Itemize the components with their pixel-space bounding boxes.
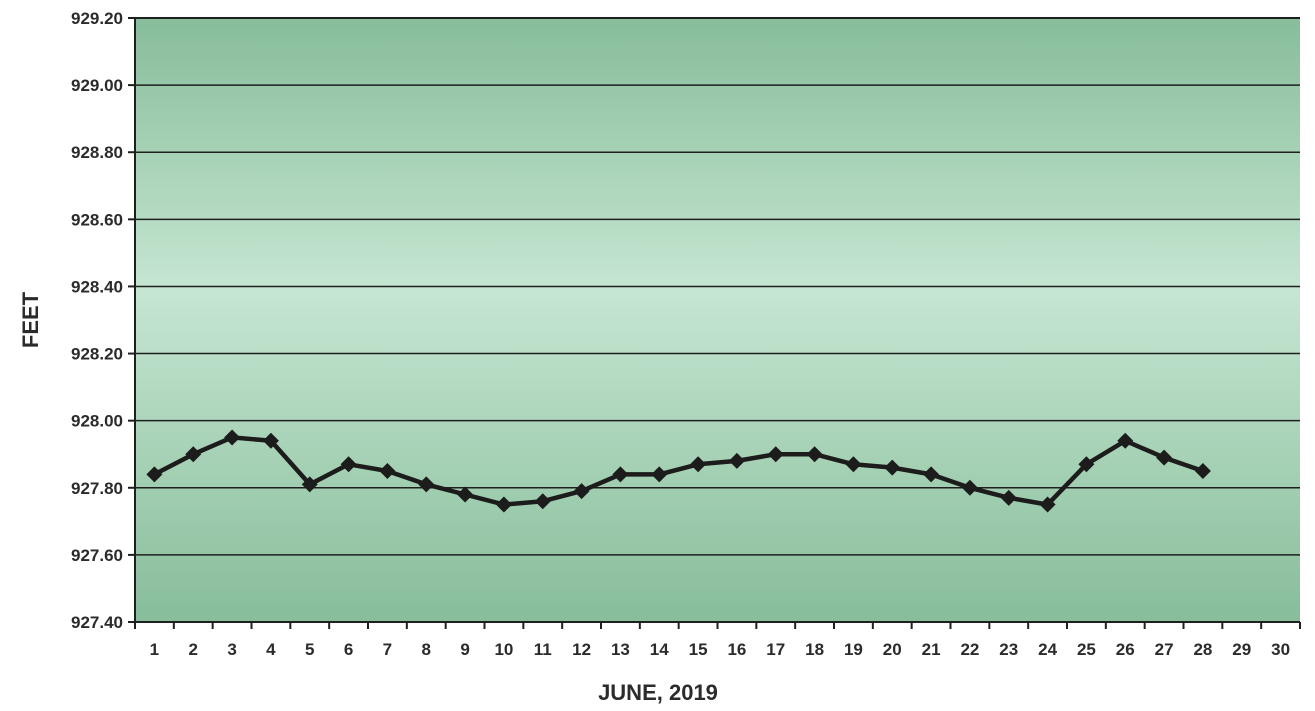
data-point-day-16 [728, 452, 745, 469]
x-tick-label: 30 [1271, 640, 1290, 659]
data-point-day-18 [806, 446, 823, 463]
data-point-day-3 [224, 429, 241, 446]
data-point-day-26 [1117, 432, 1134, 449]
x-tick-label: 3 [227, 640, 236, 659]
y-axis: 927.40 927.60 927.80 928.00 928.20 928.40 928.… [71, 9, 136, 632]
data-point-day-21 [923, 466, 940, 483]
data-point-day-4 [262, 432, 279, 449]
data-point-day-17 [767, 446, 784, 463]
data-point-day-7 [379, 463, 396, 479]
x-tick-label: 4 [266, 640, 276, 659]
x-tick-label: 2 [189, 640, 198, 659]
y-tick-label: 927.60 [71, 546, 123, 565]
y-tick-label: 927.80 [71, 479, 123, 498]
y-tick-label: 929.00 [71, 76, 123, 95]
x-tick-label: 23 [999, 640, 1018, 659]
data-point-day-19 [845, 456, 862, 473]
data-point-day-25 [1078, 456, 1095, 473]
x-tick-label: 11 [534, 640, 552, 659]
x-tick-label: 12 [572, 640, 591, 659]
y-tick-label: 929.20 [71, 9, 123, 28]
y-tick-label: 928.40 [71, 277, 123, 296]
y-axis-title: FEET [18, 291, 43, 348]
x-tick-label: 29 [1232, 640, 1251, 659]
data-point-day-22 [961, 479, 978, 496]
x-tick-label: 5 [305, 640, 314, 659]
x-tick-label: 27 [1155, 640, 1174, 659]
x-tick-label: 24 [1038, 640, 1057, 659]
y-tick-label: 928.60 [71, 210, 123, 229]
data-point-day-15 [690, 456, 707, 473]
x-tick-label: 26 [1116, 640, 1135, 659]
plot-area [135, 18, 1300, 622]
data-point-day-1 [146, 466, 163, 483]
data-point-day-28 [1194, 463, 1211, 479]
data-point-day-24 [1039, 496, 1056, 513]
data-point-day-27 [1156, 449, 1173, 466]
data-point-day-9 [457, 486, 474, 503]
x-tick-label: 9 [460, 640, 469, 659]
y-tick-label: 928.00 [71, 412, 123, 431]
data-point-day-13 [612, 466, 629, 483]
x-tick-label: 8 [422, 640, 431, 659]
x-axis: 1 2 3 4 5 6 7 8 9 10 11 12 13 14 15 16 17 18 19 20 21 22 23 24 2… [134, 17, 1301, 659]
data-point-day-10 [495, 496, 512, 513]
x-tick-label: 22 [960, 640, 979, 659]
data-series [146, 429, 1211, 513]
data-point-day-2 [185, 446, 202, 463]
x-axis-title: JUNE, 2019 [598, 680, 718, 705]
x-tick-label: 16 [727, 640, 746, 659]
x-tick-label: 20 [883, 640, 902, 659]
y-tick-label: 928.80 [71, 143, 123, 162]
x-tick-label: 13 [611, 640, 630, 659]
data-point-day-6 [340, 456, 357, 473]
data-point-day-20 [884, 459, 901, 476]
data-point-day-8 [418, 476, 435, 493]
x-tick-label: 6 [344, 640, 353, 659]
y-tick-label: 928.20 [71, 345, 123, 364]
gridlines [135, 84, 1300, 556]
x-tick-label: 18 [805, 640, 824, 659]
data-point-day-23 [1000, 489, 1017, 506]
x-tick-label: 21 [922, 640, 941, 659]
x-tick-label: 1 [150, 640, 159, 659]
x-tick-label: 19 [844, 640, 863, 659]
x-tick-label: 25 [1077, 640, 1096, 659]
series-line [153, 435, 1204, 507]
plot-background [135, 18, 1300, 622]
x-tick-label: 14 [650, 640, 669, 659]
x-tick-label: 7 [383, 640, 392, 659]
data-point-day-12 [573, 483, 590, 500]
data-point-day-14 [651, 466, 668, 483]
x-tick-label: 17 [766, 640, 785, 659]
x-tick-label: 10 [494, 640, 513, 659]
y-tick-label: 927.40 [71, 613, 123, 632]
data-point-day-11 [534, 493, 551, 510]
x-tick-label: 28 [1193, 640, 1212, 659]
data-point-day-5 [301, 476, 318, 493]
x-tick-label: 15 [689, 640, 708, 659]
